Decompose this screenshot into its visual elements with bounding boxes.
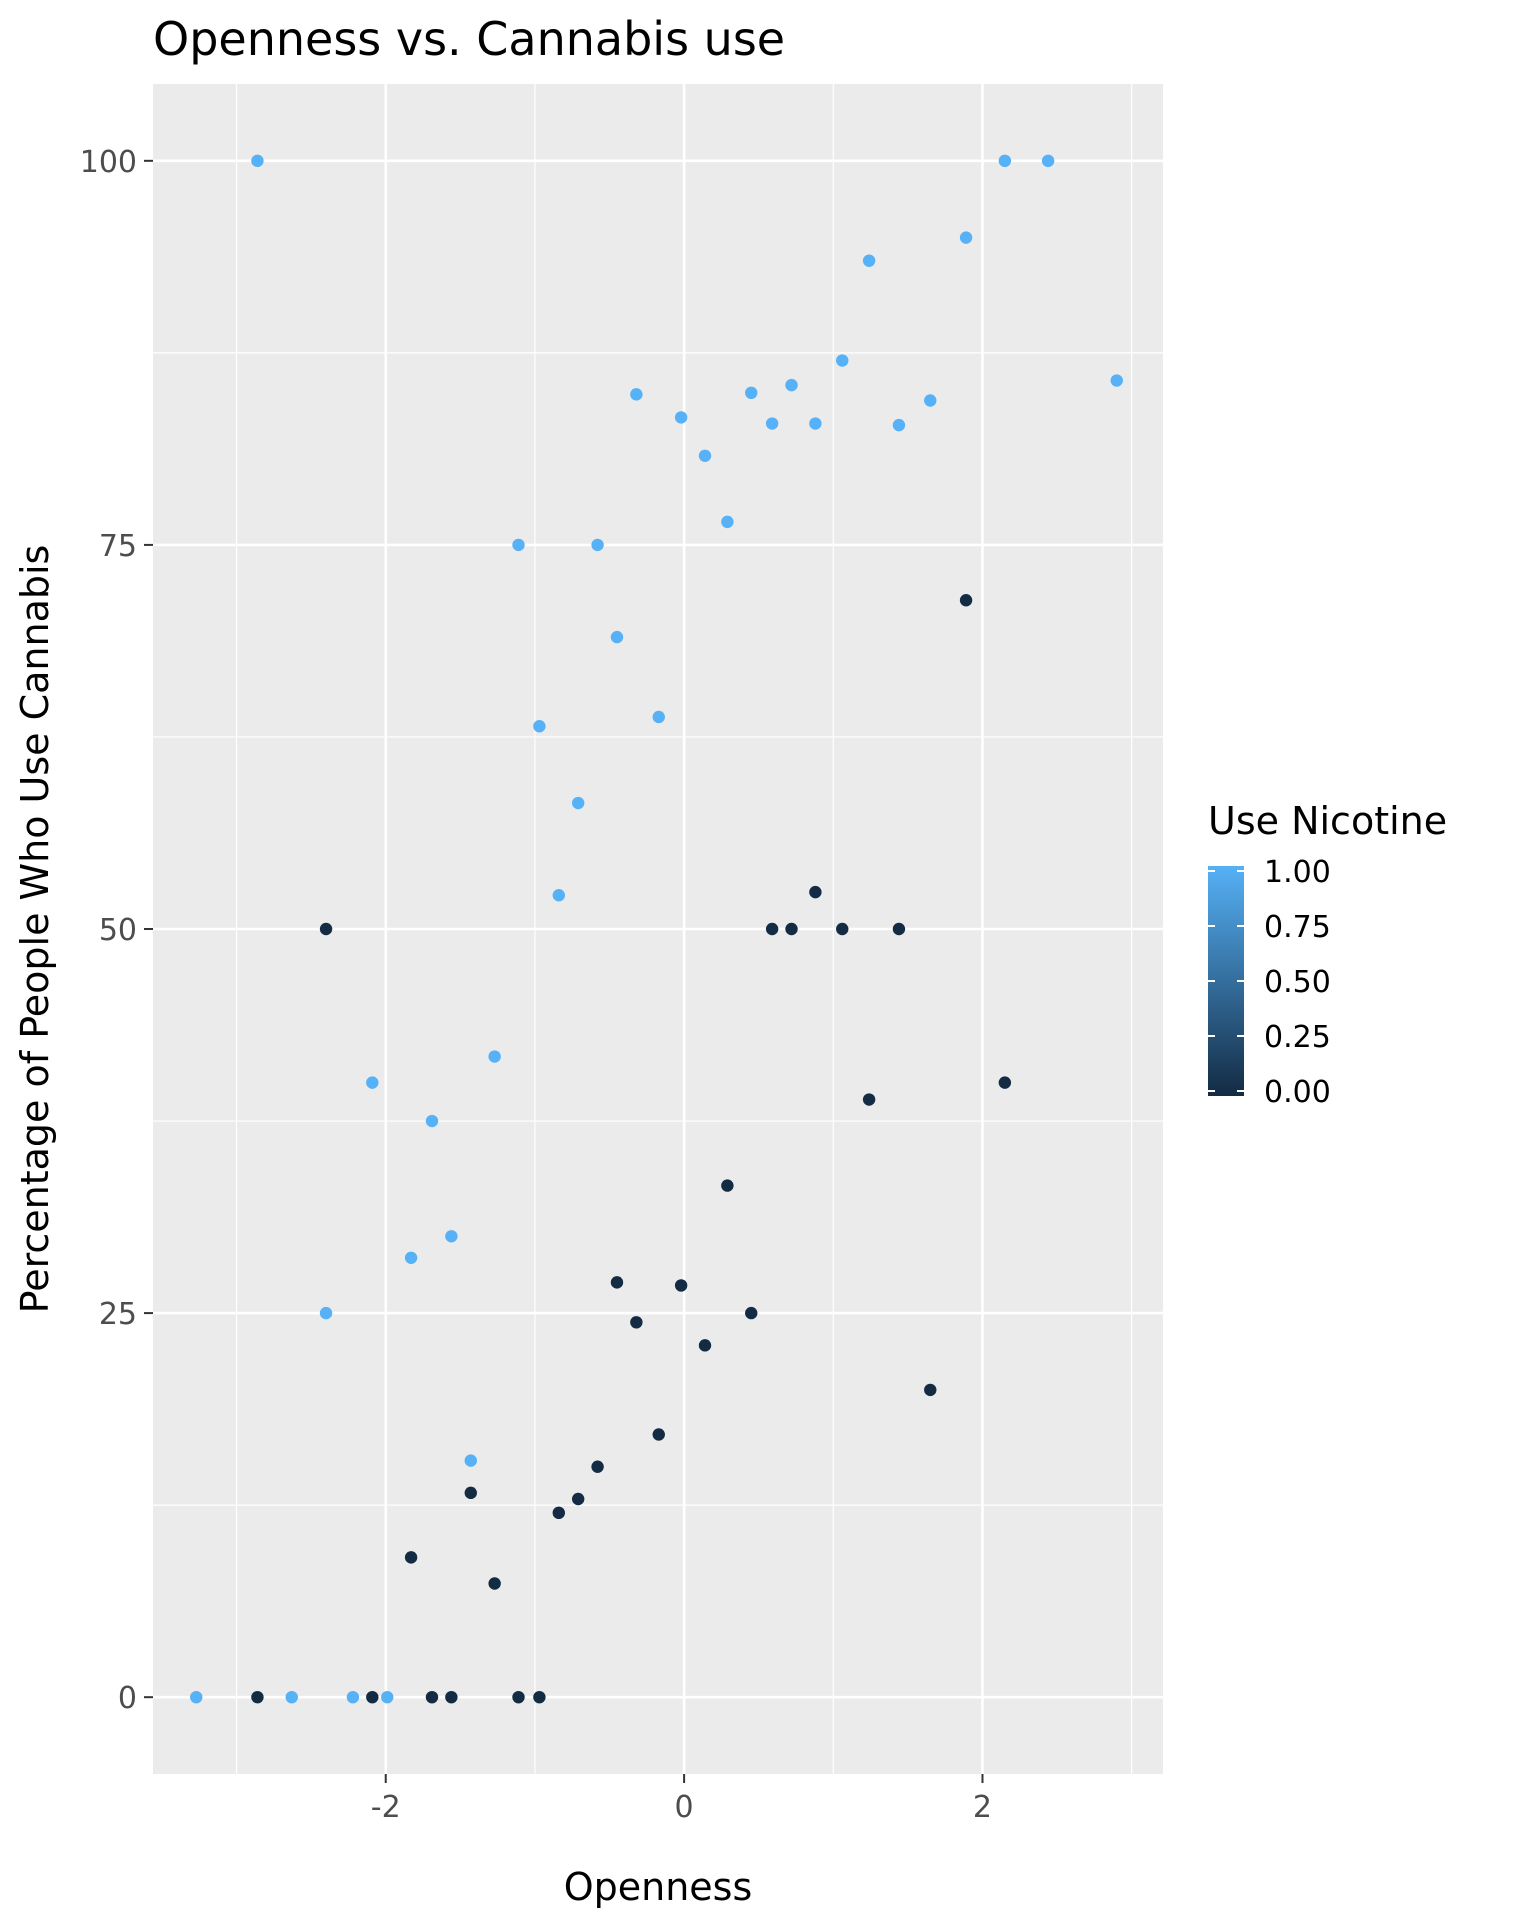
data-point [698, 1339, 712, 1352]
data-point [251, 1690, 264, 1704]
data-point [998, 154, 1012, 168]
data-point [404, 1251, 418, 1264]
data-point [721, 1179, 734, 1192]
data-point [785, 922, 798, 936]
data-point [488, 1577, 501, 1590]
data-point [721, 515, 734, 529]
data-point [809, 885, 822, 899]
data-point [381, 1690, 394, 1704]
data-point [836, 354, 849, 367]
color-legend: Use Nicotine 1.00 0.75 0.50 0.25 0.00 [1208, 799, 1447, 1110]
data-point [591, 1460, 604, 1473]
data-point [785, 378, 798, 392]
data-point [765, 922, 779, 936]
data-point [745, 1306, 758, 1320]
data-point [924, 1383, 937, 1397]
data-point [862, 1093, 876, 1106]
x-tick-label: -2 [371, 1790, 401, 1825]
x-axis-title: Openness [564, 1865, 753, 1909]
data-point [512, 538, 525, 552]
legend-label: 0.00 [1264, 1075, 1331, 1110]
legend-title: Use Nicotine [1208, 799, 1447, 843]
data-point [892, 922, 906, 936]
data-point [630, 1316, 643, 1329]
data-point [190, 1690, 203, 1704]
data-point [533, 1690, 546, 1704]
data-point [674, 411, 688, 424]
data-point [285, 1690, 298, 1704]
data-point [1041, 154, 1055, 168]
data-point [346, 1690, 360, 1704]
y-tick-label: 50 [99, 913, 137, 948]
data-point [862, 254, 876, 267]
data-points [190, 154, 1123, 1704]
data-point [552, 889, 565, 902]
data-point [404, 1551, 418, 1564]
data-point [959, 594, 973, 607]
data-point [998, 1076, 1012, 1089]
data-point [652, 1428, 665, 1441]
data-point [591, 538, 604, 552]
data-point [571, 1492, 585, 1506]
x-axis-ticks: -2 0 2 [371, 1774, 992, 1825]
data-point [319, 1306, 333, 1320]
data-point [366, 1690, 379, 1704]
legend-label: 0.75 [1264, 910, 1331, 945]
data-point [1110, 374, 1123, 387]
data-point [552, 1506, 565, 1520]
data-point [630, 388, 643, 401]
data-point [512, 1690, 525, 1704]
data-point [809, 417, 822, 430]
y-tick-label: 25 [99, 1297, 137, 1332]
data-point [652, 710, 665, 724]
major-gridlines [153, 84, 1163, 1774]
legend-label: 0.25 [1264, 1020, 1331, 1055]
data-point [745, 386, 758, 400]
data-point [425, 1114, 439, 1128]
data-point [464, 1486, 477, 1500]
data-point [251, 154, 264, 168]
data-point [610, 1276, 624, 1289]
data-point [892, 418, 906, 432]
chart-title: Openness vs. Cannabis use [153, 12, 785, 66]
data-point [959, 231, 973, 244]
x-tick-label: 2 [973, 1790, 992, 1825]
data-point [533, 720, 546, 733]
data-point [571, 796, 585, 810]
legend-ticks: 1.00 0.75 0.50 0.25 0.00 [1208, 855, 1331, 1110]
y-tick-label: 75 [99, 529, 137, 564]
data-point [836, 922, 849, 936]
data-point [488, 1050, 501, 1063]
y-tick-label: 0 [118, 1681, 137, 1716]
data-point [924, 394, 937, 407]
data-point [698, 449, 712, 462]
data-point [366, 1076, 379, 1089]
data-point [445, 1230, 458, 1243]
legend-label: 0.50 [1264, 965, 1331, 1000]
data-point [319, 922, 333, 936]
y-tick-label: 100 [80, 145, 137, 180]
data-point [445, 1690, 458, 1704]
data-point [464, 1454, 477, 1467]
data-point [425, 1690, 439, 1704]
y-axis-title: Percentage of People Who Use Cannabis [13, 545, 57, 1314]
data-point [765, 417, 779, 430]
data-point [674, 1279, 688, 1292]
legend-label: 1.00 [1264, 855, 1331, 890]
data-point [610, 630, 624, 644]
x-tick-label: 0 [675, 1790, 694, 1825]
y-axis-ticks: 0 25 50 75 100 [80, 145, 153, 1716]
